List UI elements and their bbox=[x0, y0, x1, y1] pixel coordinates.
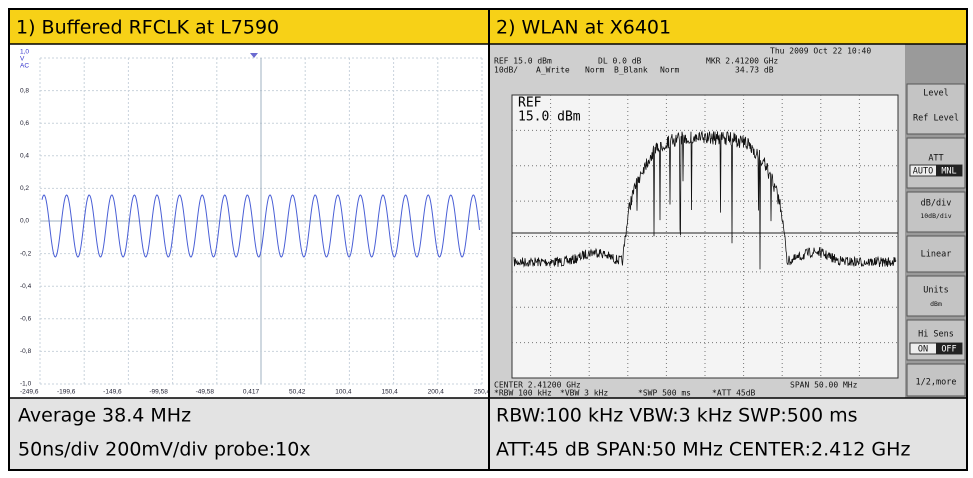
softkey-label: Ref Level bbox=[913, 114, 959, 124]
toggle-option: AUTO bbox=[913, 167, 933, 177]
status: *ATT 45dB bbox=[712, 389, 756, 398]
status: 10dB/ bbox=[494, 66, 518, 75]
x-tick-label: -99,58 bbox=[149, 389, 168, 396]
softkey-label: ATT bbox=[928, 154, 943, 164]
x-tick-label: -249,6 bbox=[20, 389, 39, 396]
x-tick-label: 0,417 bbox=[243, 389, 260, 396]
softkey-title: Level bbox=[923, 89, 949, 99]
x-tick-label: -149,6 bbox=[103, 389, 122, 396]
softkey-value: 10dB/div bbox=[920, 212, 951, 220]
ref-value: 15.0 dBm bbox=[518, 110, 581, 125]
channel-label: 1,0 bbox=[20, 49, 29, 56]
status: B_Blank bbox=[614, 66, 648, 75]
y-tick-label: -0,2 bbox=[20, 250, 32, 257]
softkey-label: dB/div bbox=[921, 199, 952, 209]
ref-label: REF bbox=[518, 96, 542, 111]
y-tick-label: -0,6 bbox=[20, 316, 32, 323]
x-tick-label: -199,6 bbox=[57, 389, 76, 396]
status: Norm bbox=[660, 66, 679, 75]
y-tick-label: -1,0 bbox=[20, 381, 32, 388]
toggle-option: ON bbox=[918, 345, 928, 355]
status: REF 15.0 dBm bbox=[494, 57, 552, 66]
y-tick-label: -0,8 bbox=[20, 348, 32, 355]
y-tick-label: -0,4 bbox=[20, 283, 32, 290]
x-tick-label: 50,42 bbox=[289, 389, 306, 396]
y-tick-label: 0,0 bbox=[20, 218, 29, 225]
panel-title: 2) WLAN at X6401 bbox=[496, 17, 671, 39]
channel-label: AC bbox=[20, 63, 29, 70]
softkey-label: Linear bbox=[921, 250, 952, 260]
status: MKR 2.41200 GHz bbox=[706, 57, 778, 66]
y-tick-label: 0,8 bbox=[20, 87, 29, 94]
x-tick-label: 200,4 bbox=[428, 389, 445, 396]
y-tick-label: 0,6 bbox=[20, 120, 29, 127]
status: Norm bbox=[585, 66, 604, 75]
panel-title: 1) Buffered RFCLK at L7590 bbox=[16, 17, 279, 39]
x-tick-label: -49,58 bbox=[196, 389, 215, 396]
footer-text: Average 38.4 MHz bbox=[18, 405, 191, 427]
softkey[interactable] bbox=[907, 276, 965, 316]
page: 1) Buffered RFCLK at L7590 2) WLAN at X6… bbox=[0, 0, 973, 478]
y-tick-label: 0,2 bbox=[20, 185, 29, 192]
toggle-option: OFF bbox=[941, 345, 956, 355]
channel-label: V bbox=[20, 56, 25, 63]
status: A_Write bbox=[536, 66, 570, 75]
footer-text: RBW:100 kHz VBW:3 kHz SWP:500 ms bbox=[496, 405, 858, 427]
x-tick-label: 150,4 bbox=[381, 389, 398, 396]
status: *RBW 100 kHz bbox=[494, 389, 552, 398]
date: Thu 2009 Oct 22 10:40 bbox=[770, 47, 871, 56]
softkey-value: dBm bbox=[930, 300, 942, 308]
footer-text: ATT:45 dB SPAN:50 MHz CENTER:2.412 GHz bbox=[496, 439, 910, 461]
status: *SWP 500 ms bbox=[638, 389, 691, 398]
status: SPAN 50.00 MHz bbox=[790, 381, 858, 390]
footer-text: 50ns/div 200mV/div probe:10x bbox=[18, 439, 311, 461]
y-tick-label: 0,4 bbox=[20, 153, 29, 160]
status: DL 0.0 dB bbox=[598, 57, 642, 66]
toggle-option: MNL bbox=[941, 167, 956, 177]
status: *VBW 3 kHz bbox=[560, 389, 608, 398]
status: 34.73 dB bbox=[735, 66, 774, 75]
softkey-label: Hi Sens bbox=[918, 330, 954, 340]
x-tick-label: 100,4 bbox=[335, 389, 352, 396]
softkey-label: 1/2,more bbox=[916, 378, 957, 388]
softkey-label: Units bbox=[923, 286, 949, 296]
